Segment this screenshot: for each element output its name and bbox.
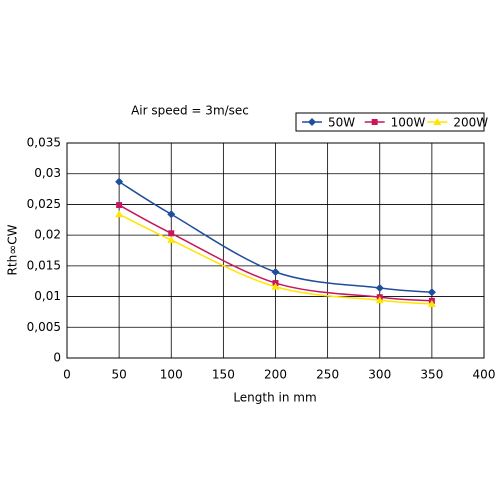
legend-label: 200W [453,116,488,130]
marker [116,202,123,209]
x-tick-label: 0 [63,368,71,382]
y-tick-label: 0,03 [34,166,61,180]
marker [271,282,280,290]
y-tick-label: 0,015 [27,258,61,272]
y-tick-label: 0,025 [27,197,61,211]
marker [375,283,384,292]
marker [168,230,175,237]
marker [115,210,124,218]
chart-title: Air speed = 3m/sec [131,104,249,118]
marker [271,268,280,276]
y-tick-label: 0,02 [34,228,61,242]
legend-label: 50W [328,116,355,130]
y-tick-label: 0 [53,351,61,365]
plot-frame [66,142,485,359]
y-tick-label: 0,01 [34,289,61,303]
x-axis-label: Length in mm [233,391,316,405]
x-tick-label: 200 [264,368,287,382]
legend-box [295,112,485,132]
y-tick-label: 0,005 [27,320,61,334]
marker [427,299,436,307]
marker [375,296,384,304]
marker [167,236,176,244]
y-axis-label: Rth∞CW [6,224,20,275]
marker [308,118,316,126]
y-tick-label: 0,035 [27,136,61,150]
marker [371,119,378,125]
x-tick-label: 150 [212,368,235,382]
x-tick-label: 300 [368,368,391,382]
marker [433,118,442,125]
x-tick-label: 50 [111,368,126,382]
x-tick-label: 100 [160,368,183,382]
marker [427,288,436,297]
legend-label: 100W [391,116,426,130]
marker [115,177,124,186]
x-tick-label: 350 [420,368,443,382]
x-tick-label: 250 [316,368,339,382]
x-tick-label: 400 [473,368,496,382]
marker [167,210,176,219]
